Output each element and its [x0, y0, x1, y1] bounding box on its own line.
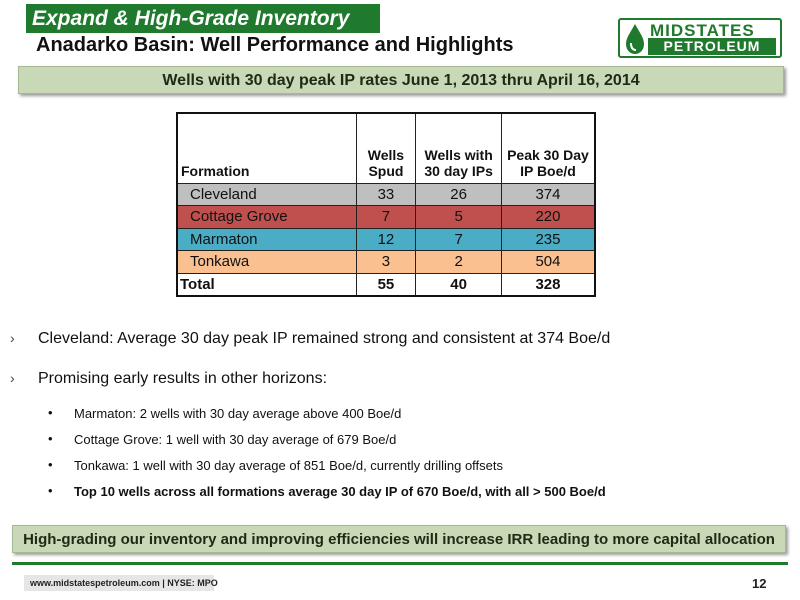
chevron-right-icon: ›	[10, 370, 15, 386]
cell-wells-spud: 7	[355, 205, 417, 229]
cell-total-label: Total	[176, 272, 357, 296]
bullet-dot-icon: •	[48, 483, 53, 498]
table-row: Cottage Grove 7 5 220	[176, 205, 596, 229]
cell-total-wells-spud: 55	[355, 272, 417, 296]
bullet-text: Cleveland: Average 30 day peak IP remain…	[38, 330, 611, 347]
cell-wells-30day: 7	[415, 227, 502, 251]
logo-text-top: MIDSTATES	[650, 21, 755, 40]
cell-total-wells-30day: 40	[415, 272, 502, 296]
page-number: 12	[752, 576, 767, 591]
cell-wells-30day: 26	[415, 182, 502, 206]
bullet-dot-icon: •	[48, 431, 53, 446]
cell-formation: Tonkawa	[176, 250, 357, 274]
bullet-dot-icon: •	[48, 457, 53, 472]
cell-total-peak-ip: 328	[500, 272, 596, 296]
table-row: Tonkawa 3 2 504	[176, 250, 596, 274]
chevron-right-icon: ›	[10, 330, 15, 346]
bullet-dot-icon: •	[48, 405, 53, 420]
cell-formation: Cleveland	[176, 182, 357, 206]
well-performance-table: Formation Wells Spud Wells with 30 day I…	[176, 112, 596, 297]
footer-divider	[12, 562, 788, 565]
cell-wells-spud: 12	[355, 227, 417, 251]
conclusion-banner: High-grading our inventory and improving…	[12, 525, 786, 553]
bullet-text: Promising early results in other horizon…	[38, 370, 328, 387]
cell-wells-spud: 33	[355, 182, 417, 206]
slide-title: Anadarko Basin: Well Performance and Hig…	[36, 34, 514, 56]
cell-peak-ip: 235	[500, 227, 596, 251]
sub-bullet-text: Cottage Grove: 1 well with 30 day averag…	[74, 432, 397, 447]
table-banner: Wells with 30 day peak IP rates June 1, …	[18, 66, 784, 94]
table-total-row: Total 55 40 328	[176, 272, 596, 296]
table-header-row: Formation Wells Spud Wells with 30 day I…	[176, 112, 596, 184]
cell-peak-ip: 504	[500, 250, 596, 274]
cell-wells-spud: 3	[355, 250, 417, 274]
footer-website: www.midstatespetroleum.com | NYSE: MPO	[24, 575, 218, 591]
company-logo: MIDSTATES PETROLEUM	[618, 18, 782, 58]
oil-drop-icon	[626, 24, 644, 54]
cell-wells-30day: 5	[415, 205, 502, 229]
header-wells-30day: Wells with 30 day IPs	[415, 112, 502, 184]
sub-bullet-text: Tonkawa: 1 well with 30 day average of 8…	[74, 458, 503, 473]
logo-text-bottom: PETROLEUM	[648, 38, 776, 55]
cell-peak-ip: 374	[500, 182, 596, 206]
table-row: Cleveland 33 26 374	[176, 182, 596, 206]
cell-peak-ip: 220	[500, 205, 596, 229]
cell-formation: Cottage Grove	[176, 205, 357, 229]
section-title: Expand & High-Grade Inventory	[26, 4, 380, 33]
sub-bullet-text: Marmaton: 2 wells with 30 day average ab…	[74, 406, 402, 421]
header-peak-ip: Peak 30 Day IP Boe/d	[500, 112, 596, 184]
header-wells-spud: Wells Spud	[355, 112, 417, 184]
header-formation: Formation	[176, 112, 357, 184]
cell-wells-30day: 2	[415, 250, 502, 274]
sub-bullet-text: Top 10 wells across all formations avera…	[74, 484, 606, 499]
table-row: Marmaton 12 7 235	[176, 227, 596, 251]
cell-formation: Marmaton	[176, 227, 357, 251]
